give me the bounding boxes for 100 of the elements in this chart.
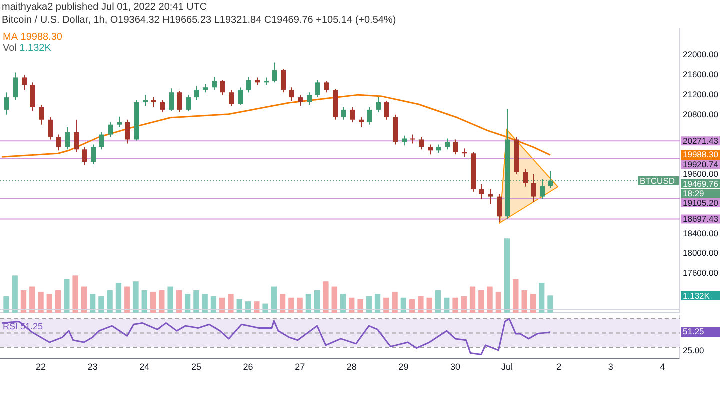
x-tick-label: 28 <box>346 362 357 372</box>
bar <box>504 238 510 313</box>
candlestick <box>125 119 130 144</box>
candlestick <box>488 188 493 205</box>
y-tick-label: 21600.00 <box>683 70 719 80</box>
candlestick <box>523 169 528 188</box>
chart-subtitle: Bitcoin / U.S. Dollar, 1h, O19364.32 H19665.23 L19321.84 C19469.76 +105.14 (+0.54%) <box>2 14 396 27</box>
bar <box>150 292 156 313</box>
candlestick <box>531 174 536 203</box>
bar <box>384 298 390 313</box>
x-tick-label: Jul <box>502 362 514 372</box>
bar <box>228 294 234 313</box>
candlestick <box>65 126 70 150</box>
candlestick <box>238 87 243 106</box>
candlestick <box>160 100 165 113</box>
bar <box>530 294 536 313</box>
candlestick <box>177 90 182 113</box>
candlestick <box>39 104 44 126</box>
annotation: BTCUSD <box>640 176 676 186</box>
text: 19988.30 <box>20 32 62 43</box>
bar <box>194 290 200 313</box>
candlestick <box>99 132 104 150</box>
ref-line-label: 19920.74 <box>683 160 719 170</box>
candlestick <box>13 72 18 101</box>
x-tick-label: 23 <box>88 362 98 372</box>
bar <box>323 282 329 313</box>
bar <box>280 294 286 313</box>
x-tick-label: 27 <box>295 362 306 372</box>
candlestick <box>324 80 329 94</box>
candlestick <box>194 86 199 101</box>
candlestick <box>402 135 407 146</box>
bar <box>159 290 165 313</box>
candlestick <box>272 62 277 84</box>
text: MA <box>3 32 18 43</box>
candlestick <box>548 170 553 189</box>
candlestick <box>307 92 312 106</box>
bar <box>124 286 130 313</box>
bar <box>133 282 139 313</box>
candlestick <box>108 122 113 138</box>
candlestick <box>376 97 381 113</box>
bar <box>349 298 355 313</box>
bar <box>332 286 338 313</box>
candlestick <box>82 146 87 166</box>
candlestick <box>497 194 502 223</box>
y-tick-label: 51.25 <box>683 326 705 337</box>
bar <box>470 286 476 313</box>
x-tick-label: 30 <box>450 362 460 372</box>
candlestick <box>246 76 251 94</box>
bar <box>426 298 432 313</box>
bar <box>142 290 148 313</box>
text: 18:29 <box>683 188 705 198</box>
bar <box>98 296 104 313</box>
candlestick <box>186 94 191 112</box>
y-tick-label: 20800.00 <box>683 109 719 120</box>
bar <box>314 290 320 313</box>
y-tick-label: 19600.00 <box>683 168 719 179</box>
bar <box>107 290 113 313</box>
candlestick <box>143 94 148 106</box>
candlestick <box>30 82 35 112</box>
bar <box>461 296 467 313</box>
candlestick <box>151 97 156 108</box>
bar <box>262 304 268 313</box>
bar <box>46 294 52 313</box>
bar <box>400 298 407 313</box>
bar <box>220 298 226 313</box>
bar <box>366 296 372 313</box>
y-tick-label: 19988.30 <box>683 150 719 160</box>
candlestick <box>359 116 364 128</box>
candlestick <box>74 119 79 153</box>
bar <box>90 294 96 313</box>
candlestick <box>540 178 545 200</box>
bar <box>496 292 502 313</box>
bar <box>444 298 450 313</box>
bar <box>288 298 294 313</box>
bar <box>38 292 44 313</box>
candlestick <box>445 138 450 150</box>
chart-title: maithyaka2 published Jul 01, 2022 20:41 UTC <box>2 1 208 14</box>
candlestick <box>22 74 27 91</box>
series-label: RSI <box>3 322 18 332</box>
candlestick <box>220 80 225 96</box>
bar <box>374 294 381 313</box>
ref-line-label: 19105.20 <box>683 198 719 208</box>
candlestick <box>419 136 424 150</box>
y-tick-label: 17600.00 <box>683 268 719 278</box>
candlestick <box>298 94 303 106</box>
x-tick-label: 4 <box>660 362 666 372</box>
candlestick <box>350 106 355 123</box>
candlestick <box>212 76 217 91</box>
y-tick-label: 18000.00 <box>683 248 719 258</box>
candlestick <box>281 68 286 94</box>
candlestick <box>91 144 96 166</box>
bar <box>452 298 458 313</box>
bar <box>12 276 18 313</box>
ref-line-label: 20271.43 <box>683 136 719 146</box>
candlestick <box>169 88 174 112</box>
candlestick <box>384 100 389 120</box>
y-tick-label: 21200.00 <box>683 89 719 100</box>
bar <box>358 299 364 313</box>
bar <box>340 294 346 313</box>
x-tick-label: 22 <box>36 362 46 372</box>
